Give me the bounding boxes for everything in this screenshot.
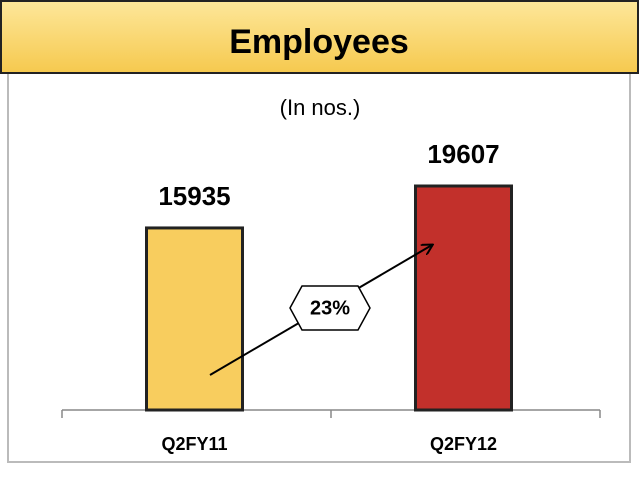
bar	[414, 184, 513, 412]
panel	[7, 69, 631, 463]
value-label: 15935	[158, 181, 230, 211]
growth-badge	[289, 285, 371, 331]
bars: 15935 19607	[145, 139, 513, 412]
x-tick-label: Q2FY11	[161, 434, 227, 454]
bar	[145, 226, 244, 412]
value-label: 19607	[427, 139, 499, 169]
x-tick-label: Q2FY12	[430, 434, 497, 454]
chart-title: Employees	[229, 23, 409, 61]
subtitle: (In nos.)	[280, 95, 361, 120]
title-box	[0, 0, 639, 74]
annotation: 23%	[310, 297, 350, 319]
